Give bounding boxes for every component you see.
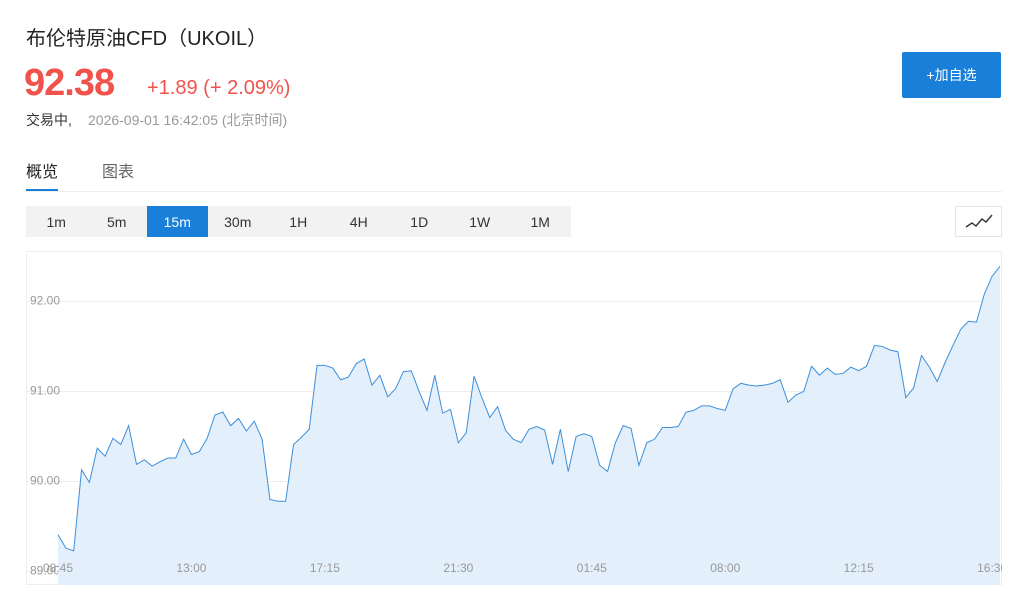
status: 交易中,: [26, 112, 72, 128]
price-line: [57, 265, 1001, 552]
interval-button[interactable]: 5m: [107, 213, 127, 230]
x-tick-label: 16:30: [977, 561, 1002, 575]
change-value: +1.89: [147, 77, 198, 99]
x-tick-label: 21:30: [443, 561, 473, 575]
tabs: 概览 图表: [26, 158, 134, 192]
change-pct: (+ 2.09%): [203, 77, 291, 99]
interval-button[interactable]: 30m: [224, 213, 252, 230]
x-tick-label: 01:45: [577, 561, 607, 575]
timestamp: 2026-09-01 16:42:05 (北京时间): [88, 112, 288, 128]
x-tick-label: 12:15: [844, 561, 874, 575]
title: 布伦特原油CFD（UKOIL）: [26, 28, 268, 50]
x-tick-label: 17:15: [310, 561, 340, 575]
chart: 89.00 90.00 91.00 92.00 08:45 13:00 17:15 21:30…: [26, 251, 1002, 585]
y-tick-label: 89.00: [30, 564, 60, 578]
interval-button[interactable]: 1H: [289, 213, 308, 230]
x-tick-label: 08:00: [710, 561, 740, 575]
x-tick-label: 13:00: [176, 561, 206, 575]
divider: [26, 191, 1002, 192]
interval-button[interactable]: 1W: [469, 213, 491, 230]
x-tick-label: 08:45: [43, 561, 73, 575]
interval-button[interactable]: 15m: [147, 206, 208, 237]
interval-button[interactable]: 1m: [46, 213, 66, 230]
tab[interactable]: 图表: [102, 164, 135, 181]
interval-button[interactable]: 4H: [349, 213, 368, 230]
interval-bar: 1m 5m 15m 30m 1H 4H 1D 1W 1M: [26, 206, 571, 237]
area-fill: [58, 266, 1000, 585]
change: +1.89 (+ 2.09%): [147, 77, 290, 100]
add-watchlist-button[interactable]: +加自选: [902, 52, 1001, 98]
interval-button[interactable]: 1D: [410, 213, 429, 230]
price: 92.38: [24, 62, 115, 104]
chart-type-button[interactable]: [955, 206, 1002, 237]
tab[interactable]: 概览: [26, 158, 59, 192]
y-tick-label: 92.00: [30, 294, 60, 308]
interval-button[interactable]: 1M: [530, 213, 550, 230]
line-icon: [965, 214, 993, 228]
y-tick-label: 91.00: [30, 384, 60, 398]
y-tick-label: 90.00: [30, 474, 60, 488]
